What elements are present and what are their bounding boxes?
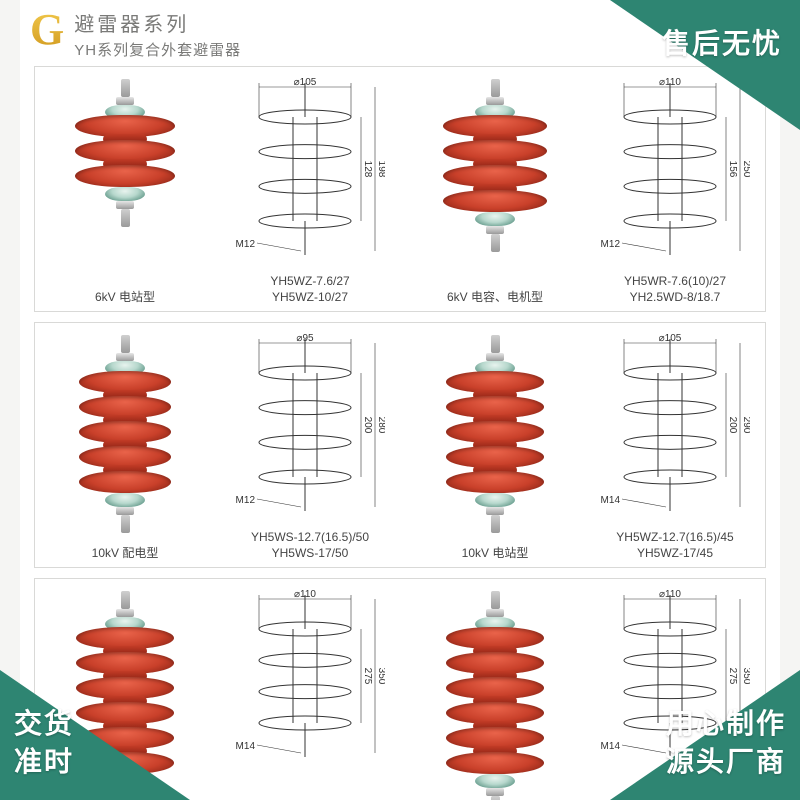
bottom-stud [491, 515, 500, 533]
svg-text:350: 350 [376, 668, 385, 685]
photo-cell [35, 579, 215, 798]
svg-text:M14: M14 [601, 741, 621, 752]
bottom-stud [121, 796, 130, 800]
diagram-cell: ⌀95 200 280 M12 YH5WS-12.7(16.5)/50 YH5W… [215, 323, 405, 567]
diagram-cell: ⌀105 200 290 M14 YH5WZ-12.7(16.5)/45 YH5… [585, 323, 765, 567]
svg-text:350: 350 [741, 668, 750, 685]
bottom-nut [486, 788, 504, 796]
svg-text:280: 280 [376, 417, 385, 434]
catalog-row: ⌀110 275 350 M14 ⌀110 275 350 [34, 578, 766, 798]
top-nut [116, 97, 134, 105]
arrester-photo [65, 335, 185, 533]
top-stud [121, 79, 130, 97]
diagram-cell: ⌀105 128 198 M12 YH5WZ-7.6/27 YH5WZ-10/2… [215, 67, 405, 311]
photo-cell: 10kV 配电型 [35, 323, 215, 567]
bottom-stud [491, 796, 500, 800]
diagram-cell: ⌀110 275 350 M14 [585, 579, 765, 798]
arrester-photo [65, 79, 185, 227]
bottom-cap [105, 493, 145, 507]
top-nut [116, 609, 134, 617]
shed [443, 190, 547, 212]
photo-caption: 6kV 电容、电机型 [405, 289, 585, 305]
bottom-stud [491, 234, 500, 252]
catalog-sheet: G 避雷器系列 YH系列复合外套避雷器 6kV 电站型 ⌀105 128 198… [20, 0, 780, 800]
arrester-diagram: ⌀105 200 290 M14 [600, 331, 750, 531]
arrester-photo [65, 591, 185, 800]
arrester-diagram: ⌀105 128 198 M12 [235, 75, 385, 275]
shed [79, 471, 171, 493]
svg-text:200: 200 [362, 417, 373, 434]
svg-text:275: 275 [727, 668, 738, 685]
svg-text:290: 290 [741, 417, 750, 434]
bottom-cap [475, 212, 515, 226]
top-stud [121, 591, 130, 609]
bottom-nut [116, 788, 134, 796]
diagram-caption: YH5WZ-7.6/27 YH5WZ-10/27 [215, 273, 405, 305]
shed [75, 165, 175, 187]
svg-text:M14: M14 [601, 495, 621, 506]
catalog-row: 10kV 配电型 ⌀95 200 280 M12 YH5WS-12.7(16.5… [34, 322, 766, 568]
top-stud [121, 335, 130, 353]
series-title-en: YH系列复合外套避雷器 [74, 39, 241, 60]
series-title-cn: 避雷器系列 [74, 8, 241, 37]
photo-cell: 10kV 电站型 [405, 323, 585, 567]
svg-text:M14: M14 [236, 741, 256, 752]
diagram-cell: ⌀110 156 250 M12 YH5WR-7.6(10)/27 YH2.5W… [585, 67, 765, 311]
catalog-rows: 6kV 电站型 ⌀105 128 198 M12 YH5WZ-7.6/27 YH… [20, 66, 780, 800]
svg-text:M12: M12 [601, 239, 621, 250]
top-nut [486, 353, 504, 361]
photo-caption: 10kV 配电型 [35, 545, 215, 561]
svg-text:198: 198 [376, 161, 385, 178]
arrester-diagram: ⌀110 275 350 M14 [235, 587, 385, 777]
shed [76, 752, 174, 774]
bottom-cap [475, 493, 515, 507]
arrester-diagram: ⌀110 275 350 M14 [600, 587, 750, 777]
diagram-caption: YH5WR-7.6(10)/27 YH2.5WD-8/18.7 [585, 273, 765, 305]
bottom-nut [486, 507, 504, 515]
arrester-photo [435, 79, 555, 252]
bottom-nut [486, 226, 504, 234]
bottom-stud [121, 209, 130, 227]
photo-caption: 6kV 电站型 [35, 289, 215, 305]
diagram-caption: YH5WZ-12.7(16.5)/45 YH5WZ-17/45 [585, 529, 765, 561]
svg-text:128: 128 [362, 161, 373, 178]
series-mark: G [30, 8, 64, 52]
top-nut [116, 353, 134, 361]
photo-caption: 10kV 电站型 [405, 545, 585, 561]
arrester-photo [435, 335, 555, 533]
svg-text:M12: M12 [236, 495, 256, 506]
sheet-header: G 避雷器系列 YH系列复合外套避雷器 [30, 8, 241, 60]
catalog-row: 6kV 电站型 ⌀105 128 198 M12 YH5WZ-7.6/27 YH… [34, 66, 766, 312]
svg-text:250: 250 [741, 161, 750, 178]
bottom-cap [105, 187, 145, 201]
photo-cell: 6kV 电容、电机型 [405, 67, 585, 311]
shed [446, 471, 544, 493]
top-stud [491, 335, 500, 353]
shed [446, 752, 544, 774]
svg-text:M12: M12 [236, 239, 256, 250]
svg-text:200: 200 [727, 417, 738, 434]
svg-text:275: 275 [362, 668, 373, 685]
arrester-diagram: ⌀110 156 250 M12 [600, 75, 750, 275]
photo-cell: 6kV 电站型 [35, 67, 215, 311]
bottom-nut [116, 201, 134, 209]
svg-text:156: 156 [727, 161, 738, 178]
top-stud [491, 79, 500, 97]
diagram-caption: YH5WS-12.7(16.5)/50 YH5WS-17/50 [215, 529, 405, 561]
arrester-diagram: ⌀95 200 280 M12 [235, 331, 385, 531]
top-nut [486, 97, 504, 105]
bottom-nut [116, 507, 134, 515]
photo-cell [405, 579, 585, 798]
bottom-cap [475, 774, 515, 788]
top-stud [491, 591, 500, 609]
diagram-cell: ⌀110 275 350 M14 [215, 579, 405, 798]
top-nut [486, 609, 504, 617]
bottom-cap [105, 774, 145, 788]
bottom-stud [121, 515, 130, 533]
arrester-photo [435, 591, 555, 800]
